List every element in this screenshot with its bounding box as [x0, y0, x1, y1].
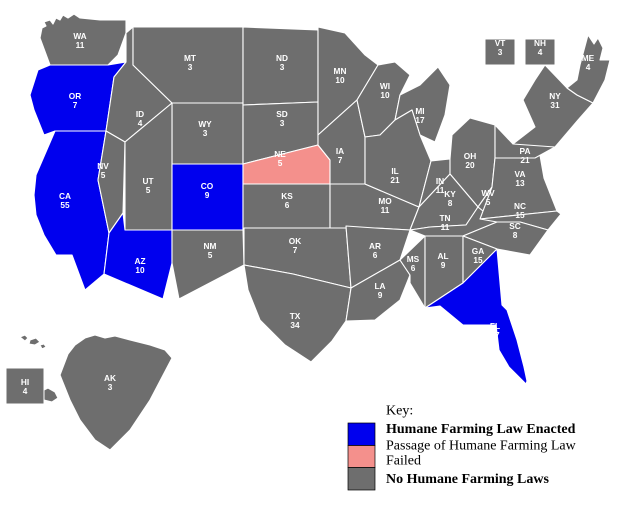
- svg-text:9: 9: [378, 290, 383, 300]
- svg-text:21: 21: [390, 175, 400, 185]
- svg-text:5: 5: [146, 185, 151, 195]
- svg-text:3: 3: [203, 128, 208, 138]
- svg-text:No Humane Farming Laws: No Humane Farming Laws: [386, 472, 550, 487]
- svg-text:8: 8: [513, 230, 518, 240]
- svg-text:3: 3: [498, 47, 503, 57]
- svg-text:10: 10: [135, 265, 145, 275]
- svg-text:6: 6: [373, 250, 378, 260]
- svg-text:3: 3: [280, 62, 285, 72]
- svg-text:4: 4: [586, 62, 591, 72]
- svg-text:Failed: Failed: [386, 453, 421, 468]
- svg-text:11: 11: [76, 40, 85, 50]
- svg-text:17: 17: [415, 115, 425, 125]
- svg-text:7: 7: [293, 245, 298, 255]
- svg-text:5: 5: [278, 158, 283, 168]
- svg-text:10: 10: [380, 90, 390, 100]
- svg-text:3: 3: [188, 62, 193, 72]
- svg-text:55: 55: [60, 200, 70, 210]
- svg-text:8: 8: [448, 198, 453, 208]
- svg-text:4: 4: [23, 386, 28, 396]
- svg-text:21: 21: [520, 155, 530, 165]
- svg-text:9: 9: [441, 260, 446, 270]
- svg-text:5: 5: [101, 170, 106, 180]
- svg-text:15: 15: [515, 210, 525, 220]
- svg-text:13: 13: [515, 178, 525, 188]
- svg-text:3: 3: [108, 382, 113, 392]
- svg-text:Key:: Key:: [386, 404, 413, 419]
- svg-text:9: 9: [205, 190, 210, 200]
- svg-text:34: 34: [290, 320, 300, 330]
- svg-text:4: 4: [138, 118, 143, 128]
- svg-text:20: 20: [465, 160, 475, 170]
- svg-text:6: 6: [411, 263, 416, 273]
- svg-text:31: 31: [550, 100, 560, 110]
- svg-text:27: 27: [490, 330, 500, 340]
- svg-text:Passage of Humane Farming Law: Passage of Humane Farming Law: [386, 439, 577, 454]
- svg-text:6: 6: [285, 200, 290, 210]
- svg-text:10: 10: [335, 75, 345, 85]
- svg-text:5: 5: [486, 197, 491, 207]
- svg-text:5: 5: [208, 250, 213, 260]
- svg-text:4: 4: [538, 47, 543, 57]
- svg-text:11: 11: [381, 205, 390, 215]
- svg-text:11: 11: [441, 222, 450, 232]
- svg-text:3: 3: [280, 118, 285, 128]
- svg-text:7: 7: [338, 155, 343, 165]
- svg-text:7: 7: [73, 100, 78, 110]
- svg-text:Humane Farming Law Enacted: Humane Farming Law Enacted: [386, 422, 576, 437]
- svg-text:15: 15: [473, 255, 483, 265]
